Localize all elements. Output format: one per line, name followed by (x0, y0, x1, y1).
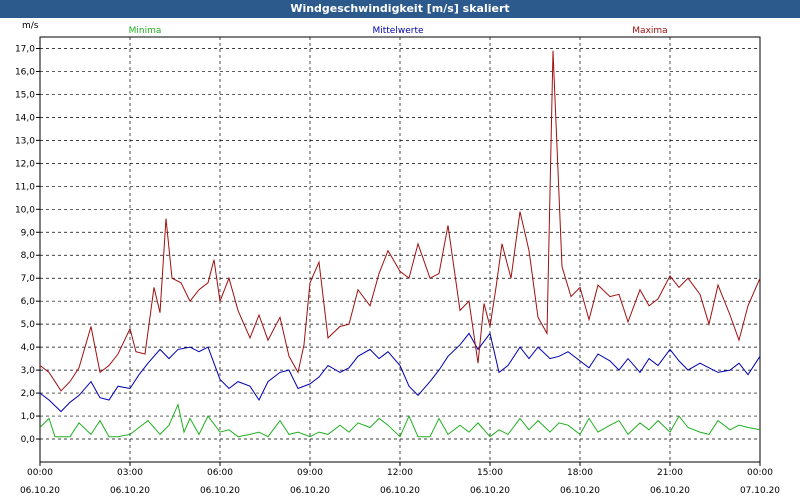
x-tick-date: 06.10.20 (470, 486, 510, 496)
y-tick-label: 1,0 (21, 412, 36, 422)
x-tick-time: 06:00 (207, 468, 233, 478)
y-tick-label: 11,0 (15, 182, 35, 192)
y-tick-label: 17,0 (15, 44, 35, 54)
y-tick-label: 16,0 (15, 67, 35, 77)
y-tick-label: 12,0 (15, 159, 35, 169)
series-line-maxima (39, 50, 761, 392)
x-tick-date: 06.10.20 (200, 486, 240, 496)
x-tick-time: 09:00 (297, 468, 323, 478)
legend-maxima: Maxima (632, 26, 667, 36)
y-tick-label: 14,0 (15, 113, 35, 123)
x-tick-date: 06.10.20 (650, 486, 690, 496)
x-tick-date: 07.10.20 (740, 486, 780, 496)
grid (40, 37, 760, 462)
series-lines (39, 50, 761, 438)
y-axis-label: m/s (22, 21, 39, 31)
y-tick-label: 15,0 (15, 90, 35, 100)
legend-minima: Minima (129, 26, 162, 36)
y-tick-label: 6,0 (21, 297, 36, 307)
x-ticks: 00:00 06.10.20 03:00 06.10.20 06:00 06.10.20 0… (20, 462, 780, 496)
x-tick-date: 06.10.20 (380, 486, 420, 496)
x-tick-time: 21:00 (657, 468, 683, 478)
x-tick-time: 18:00 (567, 468, 593, 478)
y-tick-label: 4,0 (21, 343, 36, 353)
y-tick-label: 9,0 (21, 228, 36, 238)
x-tick-time: 15:00 (477, 468, 503, 478)
y-tick-label: 7,0 (21, 274, 36, 284)
y-tick-label: 10,0 (15, 205, 35, 215)
legend: Minima Mittelwerte Maxima (129, 26, 668, 36)
x-tick-date: 06.10.20 (560, 486, 600, 496)
x-tick-time: 12:00 (387, 468, 413, 478)
x-tick-date: 06.10.20 (20, 486, 60, 496)
x-tick-date: 06.10.20 (110, 486, 150, 496)
x-tick-time: 03:00 (117, 468, 143, 478)
y-tick-label: 0,0 (21, 435, 36, 445)
x-tick-date: 06.10.20 (290, 486, 330, 496)
y-tick-label: 2,0 (21, 389, 36, 399)
x-tick-time: 00:00 (747, 468, 773, 478)
x-tick-time: 00:00 (27, 468, 53, 478)
y-tick-label: 13,0 (15, 136, 35, 146)
chart-area: m/s Minima Mittelwerte Maxima 0,0 1,0 2,0 3,0… (15, 21, 780, 496)
series-line-mittelwerte (39, 332, 761, 413)
y-tick-label: 8,0 (21, 251, 36, 261)
y-ticks: 0,0 1,0 2,0 3,0 4,0 5,0 6,0 7,0 8,0 9,0 10,0 11,0 12… (15, 44, 40, 445)
y-tick-label: 5,0 (21, 320, 36, 330)
chart-title: Windgeschwindigkeit [m/s] skaliert (0, 0, 800, 18)
series-line-minima (39, 402, 761, 438)
legend-mittelwerte: Mittelwerte (372, 26, 423, 36)
y-tick-label: 3,0 (21, 366, 36, 376)
